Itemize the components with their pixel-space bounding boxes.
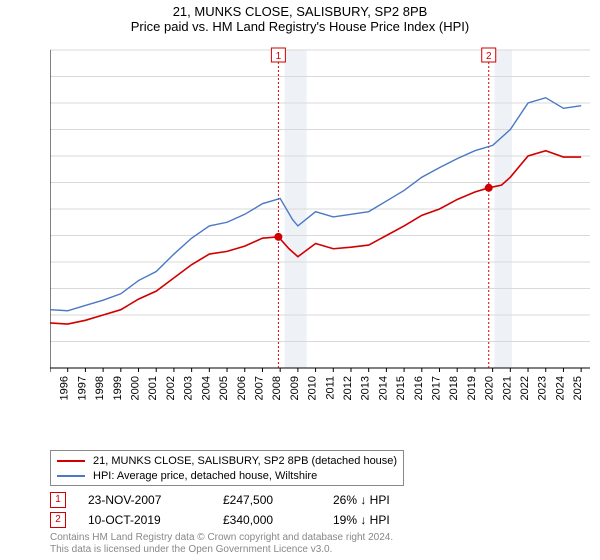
- svg-text:2015: 2015: [395, 376, 407, 400]
- svg-text:2009: 2009: [289, 376, 301, 400]
- svg-text:2013: 2013: [360, 376, 372, 400]
- legend-swatch-price-paid: [57, 460, 85, 462]
- sale-price: £340,000: [223, 513, 333, 527]
- svg-text:2003: 2003: [183, 376, 195, 400]
- svg-text:2: 2: [486, 51, 492, 62]
- svg-text:1999: 1999: [112, 376, 124, 400]
- svg-text:2017: 2017: [431, 376, 443, 400]
- sale-row: 2 10-OCT-2019 £340,000 19% ↓ HPI: [50, 510, 443, 530]
- svg-text:1: 1: [276, 51, 282, 62]
- svg-text:2025: 2025: [572, 376, 584, 400]
- legend-item: 21, MUNKS CLOSE, SALISBURY, SP2 8PB (det…: [57, 453, 397, 468]
- sale-price: £247,500: [223, 493, 333, 507]
- sale-marker-icon: 2: [50, 512, 66, 528]
- sale-diff: 19% ↓ HPI: [333, 513, 443, 527]
- svg-text:2022: 2022: [519, 376, 531, 400]
- sale-date: 23-NOV-2007: [88, 493, 223, 507]
- attribution: Contains HM Land Registry data © Crown c…: [50, 532, 393, 556]
- svg-text:2000: 2000: [130, 376, 142, 400]
- sale-diff: 26% ↓ HPI: [333, 493, 443, 507]
- svg-text:1996: 1996: [59, 376, 71, 400]
- svg-text:2012: 2012: [342, 376, 354, 400]
- legend-label: 21, MUNKS CLOSE, SALISBURY, SP2 8PB (det…: [93, 455, 397, 467]
- sale-date: 10-OCT-2019: [88, 513, 223, 527]
- svg-text:2016: 2016: [413, 376, 425, 400]
- svg-text:1997: 1997: [76, 376, 88, 400]
- svg-text:2010: 2010: [307, 376, 319, 400]
- svg-text:2002: 2002: [165, 376, 177, 400]
- svg-text:2020: 2020: [484, 376, 496, 400]
- attribution-line: This data is licensed under the Open Gov…: [50, 544, 393, 556]
- sale-row: 1 23-NOV-2007 £247,500 26% ↓ HPI: [50, 490, 443, 510]
- svg-text:2006: 2006: [236, 376, 248, 400]
- svg-text:2023: 2023: [537, 376, 549, 400]
- sale-marker-icon: 1: [50, 492, 66, 508]
- svg-text:1998: 1998: [94, 376, 106, 400]
- svg-text:2018: 2018: [448, 376, 460, 400]
- svg-text:2021: 2021: [501, 376, 513, 400]
- svg-text:1995: 1995: [50, 376, 53, 400]
- svg-text:2004: 2004: [200, 376, 212, 400]
- svg-text:2024: 2024: [554, 376, 566, 400]
- svg-text:2007: 2007: [253, 376, 265, 400]
- svg-text:2011: 2011: [324, 376, 336, 400]
- svg-text:2005: 2005: [218, 376, 230, 400]
- page-title: 21, MUNKS CLOSE, SALISBURY, SP2 8PB: [0, 4, 600, 19]
- svg-text:2008: 2008: [271, 376, 283, 400]
- sale-events: 1 23-NOV-2007 £247,500 26% ↓ HPI 2 10-OC…: [50, 490, 443, 530]
- price-chart: £0£50K£100K£150K£200K£250K£300K£350K£400…: [50, 42, 590, 402]
- svg-text:2019: 2019: [466, 376, 478, 400]
- attribution-line: Contains HM Land Registry data © Crown c…: [50, 532, 393, 544]
- svg-text:2014: 2014: [377, 376, 389, 400]
- legend-swatch-hpi: [57, 475, 85, 477]
- legend-label: HPI: Average price, detached house, Wilt…: [93, 470, 317, 482]
- legend-item: HPI: Average price, detached house, Wilt…: [57, 468, 397, 483]
- page-subtitle: Price paid vs. HM Land Registry's House …: [0, 19, 600, 34]
- svg-text:2001: 2001: [147, 376, 159, 400]
- legend: 21, MUNKS CLOSE, SALISBURY, SP2 8PB (det…: [50, 450, 404, 486]
